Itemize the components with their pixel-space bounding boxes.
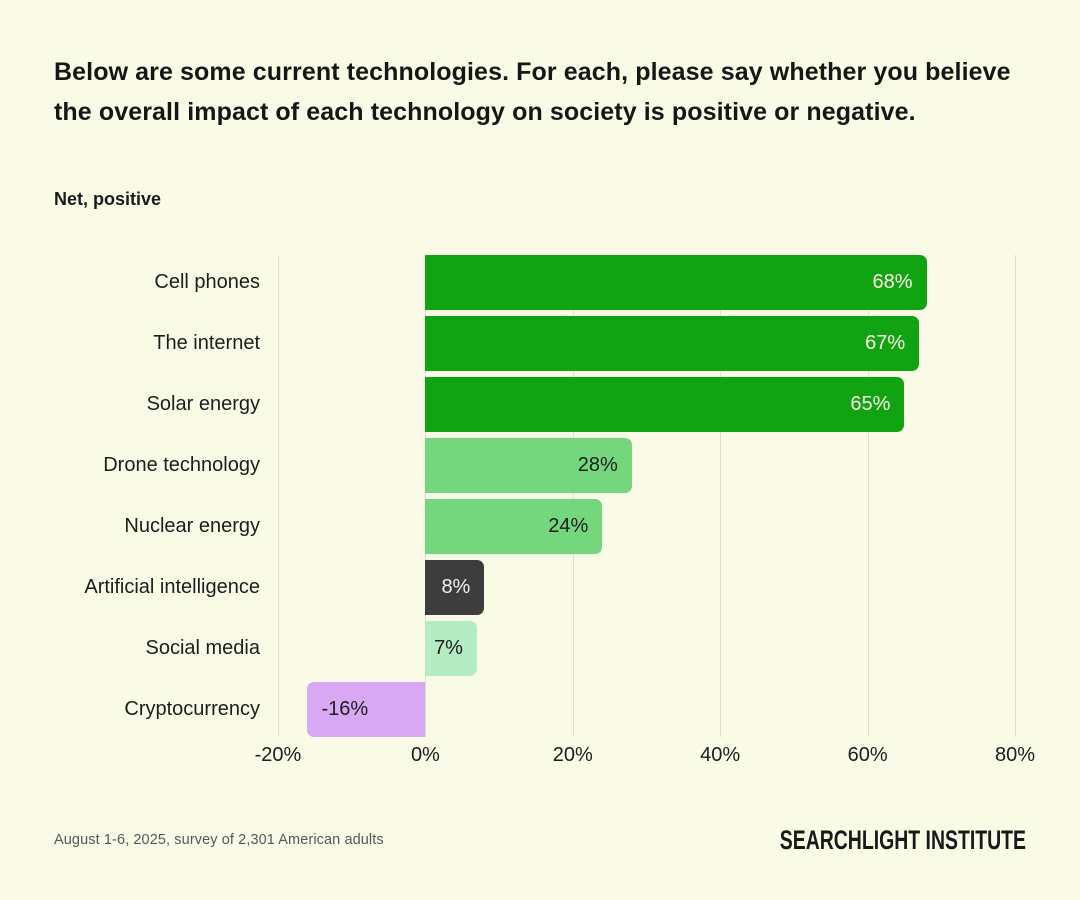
- bar-value-label: 68%: [872, 271, 913, 293]
- gridline: [867, 255, 869, 737]
- bar-value-label: 28%: [577, 454, 618, 476]
- gridline: [572, 255, 574, 737]
- bar-value-label: 8%: [441, 576, 471, 598]
- x-axis-tick-label: 20%: [552, 744, 593, 766]
- category-label: Nuclear energy: [124, 515, 260, 537]
- chart-subtitle: Net, positive: [54, 189, 162, 209]
- bar-row: The internet 67%: [153, 316, 1015, 371]
- bar-value-label: -16%: [321, 698, 369, 720]
- gridline: [278, 255, 279, 737]
- category-label: The internet: [153, 332, 260, 354]
- category-label: Cryptocurrency: [124, 698, 260, 720]
- value-bar: 68%: [425, 255, 927, 310]
- source-note: August 1-6, 2025, survey of 2,301 Americ…: [54, 832, 384, 848]
- bar-value-label: 24%: [548, 515, 589, 537]
- bar-rows: Cell phones 68% The internet 67% Solar energ…: [84, 255, 1015, 737]
- bar-row: Solar energy 65%: [147, 377, 1015, 432]
- value-bar: 8%: [425, 560, 485, 615]
- value-bar: 28%: [425, 438, 632, 493]
- gridline: [425, 255, 427, 737]
- category-label: Social media: [145, 637, 260, 659]
- value-bar: -16%: [307, 682, 426, 737]
- bar-value-label: 7%: [434, 637, 463, 659]
- gridlines: [278, 255, 1016, 737]
- category-label: Cell phones: [154, 271, 260, 293]
- x-axis: -20% 0% 20% 40% 60% 80%: [255, 744, 1035, 770]
- x-axis-tick-label: 0%: [410, 744, 440, 766]
- x-axis-tick-label: 80%: [994, 744, 1036, 766]
- x-axis-tick-label: 40%: [700, 744, 741, 766]
- value-bar: 24%: [425, 499, 603, 554]
- x-axis-tick-label: 60%: [847, 744, 888, 766]
- brand-logo: SEARCHLIGHT INSTITUTE: [779, 824, 1026, 855]
- bar-row: Artificial intelligence 8%: [84, 560, 1015, 615]
- bar-value-label: 65%: [850, 393, 891, 415]
- bar-row: Drone technology 28%: [103, 438, 1015, 493]
- bar-value-label: 67%: [865, 332, 906, 354]
- gridline: [720, 255, 722, 737]
- category-label: Artificial intelligence: [84, 576, 260, 598]
- footer: August 1-6, 2025, survey of 2,301 Americ…: [54, 822, 1026, 858]
- x-axis-tick-label: -20%: [254, 744, 302, 766]
- bar-row: Cell phones 68%: [154, 255, 1015, 310]
- value-bar: 7%: [425, 621, 477, 676]
- page-title: Below are some current technologies. For…: [54, 58, 1011, 126]
- bar-row: Nuclear energy 24%: [124, 499, 1015, 554]
- category-label: Solar energy: [146, 393, 260, 415]
- bar-row: Social media 7%: [145, 621, 1015, 676]
- gridline: [1015, 255, 1016, 737]
- value-bar: 65%: [425, 377, 905, 432]
- value-bar: 67%: [425, 316, 920, 371]
- bar-row: Cryptocurrency -16%: [124, 682, 1015, 737]
- category-label: Drone technology: [103, 454, 260, 476]
